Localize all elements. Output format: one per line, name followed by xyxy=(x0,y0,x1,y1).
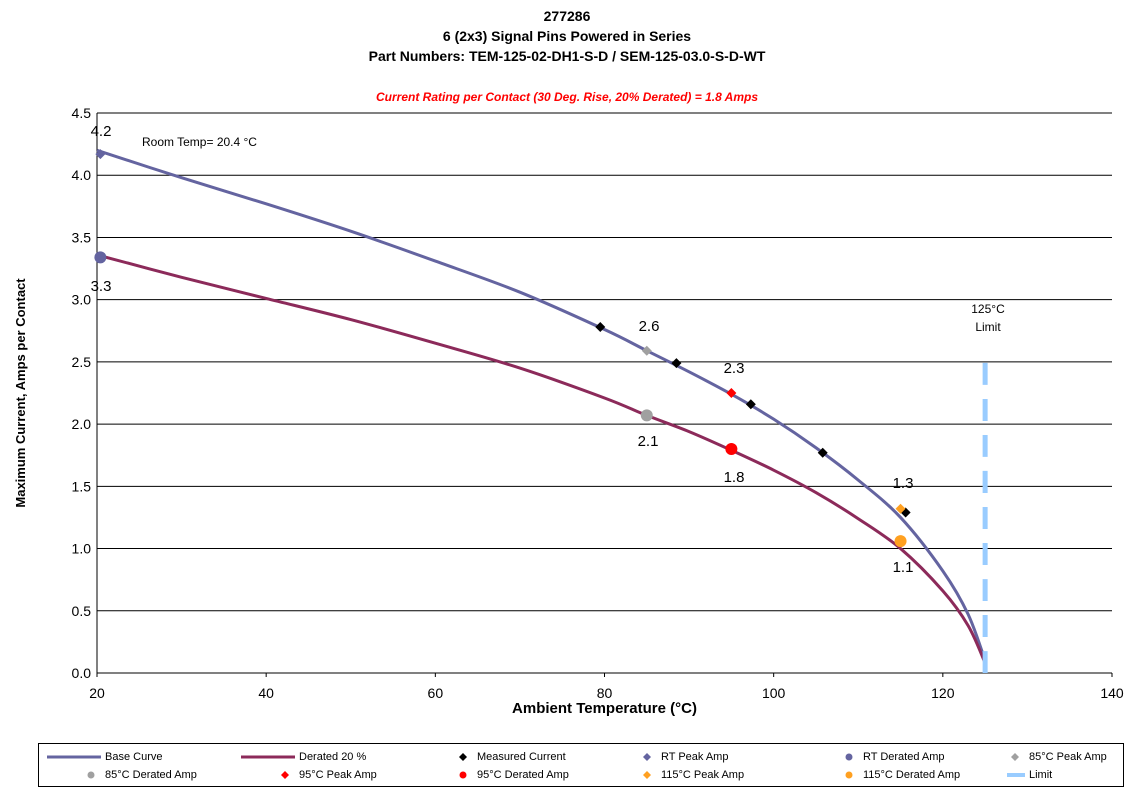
chart-title-line-3: Part Numbers: TEM-125-02-DH1-S-D / SEM-1… xyxy=(368,48,766,64)
y-tick-label: 2.0 xyxy=(72,416,92,432)
measured-current-point xyxy=(595,322,606,333)
room-temp-annotation: Room Temp= 20.4 °C xyxy=(142,135,257,149)
x-tick-label: 20 xyxy=(89,685,105,701)
data-label-4-2: 4.2 xyxy=(91,123,112,140)
chart-plot: 0.0 0.5 1.0 1.5 2.0 2.5 3.0 3.5 4.0 4.5 20 40 60 80 10… xyxy=(13,105,1124,717)
legend-swatch-shape xyxy=(643,753,651,761)
legend-swatch xyxy=(459,753,467,761)
measured-current-point xyxy=(817,447,828,458)
x-tick-label: 60 xyxy=(428,685,444,701)
85-c-peak-amp-point xyxy=(641,345,652,356)
legend-swatch xyxy=(643,753,651,761)
x-tick-label: 100 xyxy=(762,685,786,701)
rt-peak-amp-point xyxy=(95,149,106,160)
legend-swatch-shape xyxy=(459,753,467,761)
data-label-2-3: 2.3 xyxy=(724,360,745,377)
115-c-peak-amp-point xyxy=(895,503,906,514)
base-curve-line xyxy=(96,148,987,662)
rt-derated-amp-point xyxy=(94,251,107,264)
y-tick-label: 0.5 xyxy=(72,603,92,619)
y-tick-label: 4.0 xyxy=(72,167,92,183)
chart-subtitle: Current Rating per Contact (30 Deg. Rise… xyxy=(376,90,758,104)
legend-swatch xyxy=(87,771,95,779)
limit-annotation-line1: 125°C xyxy=(971,302,1005,316)
legend-swatch xyxy=(281,771,289,779)
x-tick-label: 40 xyxy=(258,685,274,701)
legend-swatch-shape xyxy=(845,771,853,779)
115-c-derated-amp-point xyxy=(894,535,907,548)
data-label-3-3: 3.3 xyxy=(91,278,112,295)
y-tick-label: 3.5 xyxy=(72,229,92,245)
95-c-peak-amp-point xyxy=(726,388,737,398)
data-label-1-8: 1.8 xyxy=(724,469,745,486)
data-label-2-6: 2.6 xyxy=(639,318,660,335)
y-tick-label: 4.5 xyxy=(72,105,92,121)
limit-annotation-line2: Limit xyxy=(975,320,1001,334)
legend-swatch-shape xyxy=(281,771,289,779)
data-label-1-3: 1.3 xyxy=(893,475,914,492)
legend-label: RT Derated Amp xyxy=(863,751,945,763)
85-c-derated-amp-point xyxy=(640,409,653,422)
legend-label: 85°C Peak Amp xyxy=(1029,751,1107,763)
legend-swatch-shape xyxy=(643,771,651,779)
y-tick-label: 2.5 xyxy=(72,354,92,370)
legend-label: 95°C Peak Amp xyxy=(299,769,377,781)
legend-swatch xyxy=(845,771,853,779)
legend-swatch xyxy=(1011,753,1019,761)
legend-swatch xyxy=(643,771,651,779)
y-tick-label: 1.5 xyxy=(72,478,92,494)
legend-swatch-shape xyxy=(459,771,467,779)
95-c-derated-amp-point xyxy=(725,443,738,455)
legend-swatch-shape xyxy=(845,753,853,761)
legend-swatch xyxy=(47,755,101,759)
derated-20-line xyxy=(96,253,987,664)
y-axis-label: Maximum Current, Amps per Contact xyxy=(13,278,28,508)
legend-label: 115°C Peak Amp xyxy=(661,769,745,781)
legend-swatch-shape xyxy=(87,771,95,779)
measured-current-point xyxy=(671,358,682,369)
x-axis-label: Ambient Temperature (°C) xyxy=(512,700,697,717)
legend-swatch xyxy=(459,771,467,779)
legend-label: Derated 20 % xyxy=(299,751,367,763)
legend-label: 95°C Derated Amp xyxy=(477,769,569,781)
x-tick-label: 120 xyxy=(931,685,955,701)
legend-label: 85°C Derated Amp xyxy=(105,769,197,781)
chart-title-block: 277286 6 (2x3) Signal Pins Powered in Se… xyxy=(0,6,1134,66)
legend-swatch xyxy=(241,755,295,759)
legend-swatch xyxy=(845,753,853,761)
legend-swatch-shape xyxy=(1011,753,1019,761)
data-label-1-1: 1.1 xyxy=(893,559,914,576)
legend-label: RT Peak Amp xyxy=(661,751,729,763)
chart-legend: Base Curve Derated 20 % Measured Current RT… xyxy=(38,743,1124,787)
legend-label: Base Curve xyxy=(105,751,163,763)
data-label-2-1: 2.1 xyxy=(638,433,659,450)
legend-label: Measured Current xyxy=(477,751,566,763)
chart-title-line-1: 277286 xyxy=(543,8,591,24)
y-tick-label: 0.0 xyxy=(72,665,92,681)
measured-current-point xyxy=(745,399,756,410)
y-tick-label: 3.0 xyxy=(72,292,92,308)
legend-label: Limit xyxy=(1029,769,1053,781)
legend-label: 115°C Derated Amp xyxy=(863,769,961,781)
chart-title-line-2: 6 (2x3) Signal Pins Powered in Series xyxy=(442,28,692,44)
x-tick-label: 80 xyxy=(597,685,613,701)
legend-swatch xyxy=(1007,773,1025,777)
y-tick-label: 1.0 xyxy=(72,541,92,557)
x-tick-label: 140 xyxy=(1100,685,1124,701)
